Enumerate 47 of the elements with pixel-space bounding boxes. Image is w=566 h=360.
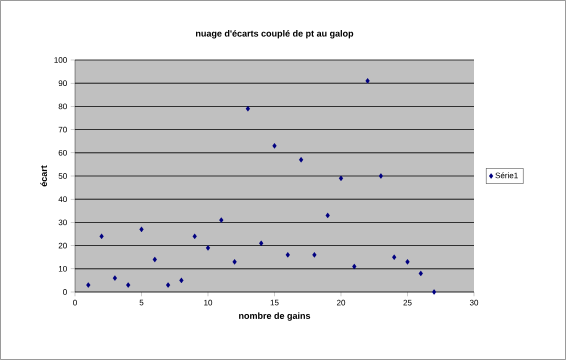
x-tick-label: 30 bbox=[470, 300, 478, 306]
point bbox=[206, 245, 210, 251]
y-tick-label: 70 bbox=[58, 126, 67, 132]
point bbox=[126, 282, 130, 288]
point bbox=[219, 217, 224, 223]
legend-label: Série1 bbox=[495, 172, 518, 178]
y-tick-label: 60 bbox=[58, 150, 67, 156]
y-tick-label: 80 bbox=[58, 104, 67, 110]
x-axis-title: nombre de gains bbox=[239, 312, 310, 321]
x-tick-label: 25 bbox=[403, 300, 412, 306]
point bbox=[432, 289, 436, 295]
point bbox=[352, 264, 356, 270]
y-tick-label: 40 bbox=[58, 196, 67, 202]
y-tick-label: 10 bbox=[58, 266, 67, 272]
point bbox=[338, 176, 344, 182]
point bbox=[298, 156, 304, 163]
point bbox=[152, 256, 157, 262]
x-tick-label: 15 bbox=[270, 300, 279, 306]
y-tick-label: 90 bbox=[58, 80, 67, 86]
y-axis-title: écart bbox=[40, 165, 47, 186]
point bbox=[86, 282, 90, 288]
y-tick-label: 50 bbox=[58, 173, 67, 179]
chart-title: nuage d'écarts couplé de pt au galop bbox=[196, 30, 354, 38]
point bbox=[378, 173, 384, 179]
point bbox=[272, 143, 277, 149]
point bbox=[405, 259, 410, 265]
point bbox=[326, 212, 330, 218]
point bbox=[179, 278, 184, 284]
y-tick-label: 100 bbox=[54, 57, 67, 63]
y-tick-label: 30 bbox=[58, 220, 67, 226]
y-tick-label: 0 bbox=[63, 289, 67, 295]
point bbox=[112, 275, 118, 281]
point bbox=[246, 106, 250, 112]
y-tick-label: 20 bbox=[58, 242, 67, 248]
point bbox=[139, 226, 144, 232]
x-tick-label: 20 bbox=[336, 300, 346, 306]
x-tick-label: 10 bbox=[204, 300, 212, 306]
point bbox=[418, 270, 423, 276]
point bbox=[232, 259, 237, 265]
point bbox=[99, 234, 104, 240]
point bbox=[166, 282, 170, 288]
point bbox=[192, 234, 197, 240]
x-tick-label: 0 bbox=[73, 300, 77, 306]
point bbox=[365, 78, 370, 84]
point bbox=[286, 252, 290, 258]
x-tick-label: 5 bbox=[140, 300, 144, 306]
point bbox=[312, 252, 317, 258]
